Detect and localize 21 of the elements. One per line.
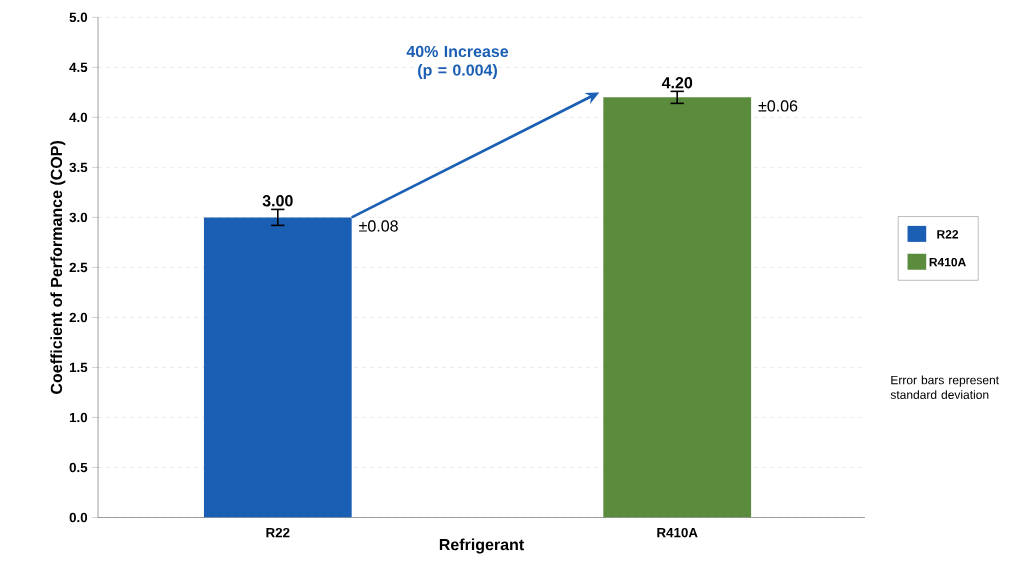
y-tick-label: 4.0: [69, 112, 88, 123]
y-axis-title: Coefficient of Performance (COP): [50, 141, 66, 395]
y-tick-label: 0.5: [69, 463, 88, 473]
y-tick-label: 5.0: [69, 12, 88, 23]
annotation: ±0.08: [359, 220, 398, 232]
y-tick-label: 3.5: [69, 162, 88, 173]
y-tick-label: 1.5: [69, 363, 88, 373]
y-tick-label: 0.0: [69, 513, 88, 523]
y-tick-label: 2.0: [69, 312, 88, 323]
annotation: ±0.06: [758, 100, 798, 112]
legend-label: R410A: [929, 258, 966, 267]
y-tick-label: 3.0: [69, 212, 88, 223]
data-label: 3.00: [262, 195, 293, 207]
annotation: 40% Increase (p = 0.004): [406, 46, 509, 80]
text: Error bars represent standard deviation: [890, 375, 999, 400]
legend-label: R22: [937, 230, 959, 239]
y-tick-label: 4.5: [69, 62, 88, 73]
x-axis-title: Refrigerant: [439, 538, 524, 554]
y-tick-label: 1.0: [69, 412, 88, 423]
data-label: 4.20: [661, 77, 693, 89]
y-tick-label: 2.5: [69, 262, 88, 273]
